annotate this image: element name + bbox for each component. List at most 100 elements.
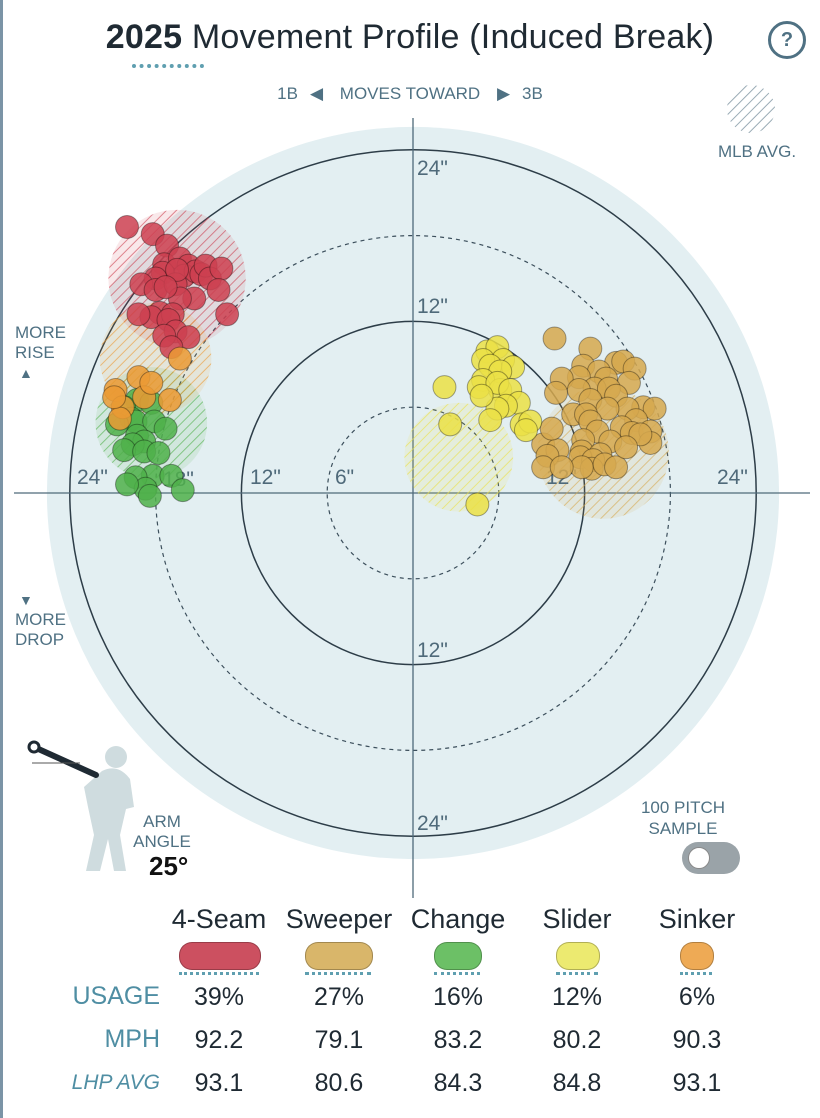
- sample-toggle[interactable]: [682, 842, 740, 874]
- pitch-point-sweeper: [595, 396, 620, 421]
- pitch-point-slider: [438, 412, 463, 437]
- pill-dots-slider: [556, 972, 598, 979]
- pitch-point-sweeper: [578, 388, 603, 413]
- pitch-point-sweeper: [578, 409, 603, 434]
- pitch-swatch-change[interactable]: [434, 942, 482, 970]
- lhp-avg-sweeper: 80.6: [314, 1069, 364, 1097]
- pitch-point-sinker: [103, 378, 128, 403]
- pitch-point-change: [125, 423, 150, 448]
- pitch-swatch-4seam[interactable]: [179, 942, 261, 970]
- usage-row-label: USAGE: [72, 982, 160, 1010]
- pitch-point-4-seam: [163, 272, 188, 297]
- pitch-point-sweeper: [592, 452, 617, 477]
- pitch-point-slider: [488, 378, 513, 403]
- sample-line-2: SAMPLE: [648, 819, 718, 838]
- tick-right-12: 12": [546, 466, 577, 489]
- pitch-name-4seam: 4-Seam: [171, 904, 267, 934]
- pitch-point-change: [115, 472, 139, 497]
- arrow-left-icon: ◀: [309, 84, 324, 103]
- pitch-point-4-seam: [153, 275, 178, 300]
- title-year: 2025: [105, 18, 183, 56]
- direction-1b: 1B: [277, 84, 298, 103]
- pitch-point-slider: [466, 375, 491, 400]
- pitch-point-4-seam: [159, 335, 184, 360]
- pitch-point-sweeper: [596, 376, 621, 401]
- pitch-point-4-seam: [172, 263, 197, 288]
- pitch-point-slider: [509, 412, 534, 437]
- pitch-point-4-seam: [156, 307, 181, 332]
- pitch-point-4-seam: [189, 262, 214, 287]
- pitch-point-sinker: [110, 395, 135, 420]
- arrow-right-icon: ▶: [496, 84, 511, 103]
- tick-top-24: 24": [417, 157, 448, 180]
- tick-left-18: 18": [163, 468, 194, 491]
- pitch-point-sweeper: [586, 359, 611, 384]
- pitch-point-change: [132, 429, 157, 454]
- pitch-point-sweeper: [628, 422, 653, 447]
- toggle-knob: [688, 847, 710, 869]
- rise-line-1: MORE: [15, 323, 66, 342]
- pitch-point-slider: [432, 375, 457, 400]
- pitch-point-4-seam: [167, 246, 192, 271]
- pitch-point-change: [119, 406, 144, 431]
- pitch-point-4-seam: [167, 286, 192, 311]
- pitch-point-sweeper: [574, 402, 599, 427]
- pitch-point-slider: [485, 396, 510, 421]
- direction-text: MOVES TOWARD: [339, 84, 481, 103]
- pitch-point-4-seam: [147, 300, 172, 325]
- pitch-swatch-slider[interactable]: [556, 942, 600, 970]
- pitch-point-sweeper: [604, 383, 629, 408]
- rise-line-2: RISE: [15, 343, 55, 362]
- pitch-point-sinker: [167, 346, 192, 371]
- pitch-point-4-seam: [182, 286, 207, 311]
- mlb-avg-hatch-sweeper: [537, 387, 669, 519]
- ring-24: [69, 149, 757, 837]
- tick-bottom-24: 24": [417, 812, 448, 835]
- pitch-point-change: [123, 409, 148, 434]
- more-rise-label: MORE RISE ▲: [15, 323, 66, 383]
- pitch-point-change: [133, 476, 158, 501]
- pitch-point-sweeper: [585, 419, 610, 444]
- arm-angle-value: 25°: [149, 851, 189, 881]
- pitch-point-4-seam: [140, 222, 165, 247]
- pitch-point-slider: [518, 409, 543, 434]
- mph-slider: 80.2: [552, 1026, 602, 1054]
- pitch-point-change: [170, 478, 195, 503]
- pitch-point-sweeper: [539, 416, 564, 441]
- mlb-avg-change: [95, 367, 208, 479]
- lhp-avg-4seam: 93.1: [194, 1069, 244, 1097]
- pitch-point-4-seam: [193, 253, 218, 278]
- pitch-point-4-seam: [126, 302, 151, 327]
- pitch-point-sweeper: [531, 455, 556, 480]
- mlb-avg-hatch-slider: [404, 402, 514, 512]
- pitch-point-change: [139, 390, 164, 415]
- pitch-point-sweeper: [581, 448, 606, 473]
- lhp-avg-change: 84.3: [433, 1069, 483, 1097]
- pitch-swatch-sweeper[interactable]: [305, 942, 373, 970]
- pitch-point-4-seam: [155, 233, 180, 258]
- lhp-avg-slider: 84.8: [552, 1069, 602, 1097]
- pitch-point-slider: [506, 390, 531, 415]
- direction-label: 1B ◀ MOVES TOWARD ▶ 3B: [0, 84, 820, 104]
- mlb-avg-hatch-4-seam: [108, 209, 246, 348]
- pitch-point-change: [112, 395, 137, 420]
- help-button[interactable]: ?: [768, 21, 806, 59]
- pitch-point-sweeper: [642, 396, 667, 421]
- pitch-point-sweeper: [579, 456, 604, 481]
- pitch-point-sweeper: [611, 349, 636, 374]
- pitch-point-sweeper: [566, 365, 591, 390]
- pitch-point-sweeper: [624, 408, 649, 433]
- pitch-point-slider: [471, 348, 496, 373]
- mlb-avg-slider: [404, 402, 514, 512]
- pitch-point-change: [132, 439, 157, 464]
- pill-dots-sweeper: [305, 972, 371, 979]
- mlb-avg-hatch-sinker: [99, 302, 212, 415]
- pitch-sample-label: 100 PITCH SAMPLE: [638, 797, 728, 839]
- tick-left-24: 24": [77, 466, 108, 489]
- pitch-swatch-sinker[interactable]: [680, 942, 714, 970]
- mph-sweeper: 79.1: [314, 1026, 364, 1054]
- pitch-point-sweeper: [604, 350, 629, 375]
- pitch-name-change: Change: [410, 904, 506, 934]
- pitch-name-slider: Slider: [542, 904, 612, 934]
- title-underline: [132, 64, 204, 74]
